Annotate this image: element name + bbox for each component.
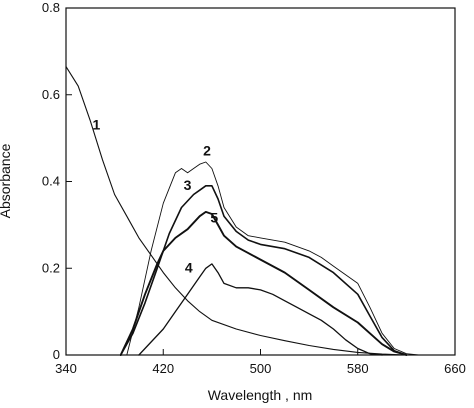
y-tick-label: 0 bbox=[53, 347, 60, 362]
series-3-label: 3 bbox=[184, 177, 192, 193]
x-tick-label: 500 bbox=[250, 361, 272, 376]
y-tick-label: 0.6 bbox=[42, 87, 60, 102]
y-tick-label: 0.2 bbox=[42, 260, 60, 275]
plot-frame bbox=[65, 7, 456, 356]
series-5-line bbox=[119, 210, 408, 356]
series-group bbox=[65, 66, 432, 356]
series-1-line bbox=[65, 66, 432, 356]
x-tick-label: 420 bbox=[152, 361, 174, 376]
series-3-line bbox=[119, 185, 408, 356]
series-labels: 1 2 3 4 5 bbox=[92, 116, 218, 275]
x-axis-label: Wavelength , nm bbox=[208, 387, 313, 403]
y-tick-label: 0.8 bbox=[42, 0, 60, 15]
series-5-label: 5 bbox=[210, 210, 218, 226]
ticks: 340 420 500 580 660 0 0.2 0.4 0.6 0.8 bbox=[42, 0, 466, 376]
series-2-label: 2 bbox=[203, 142, 211, 158]
y-tick-label: 0.4 bbox=[42, 174, 60, 189]
series-4-line bbox=[138, 263, 383, 356]
x-tick-label: 660 bbox=[444, 361, 466, 376]
x-tick-label: 580 bbox=[347, 361, 369, 376]
series-1-label: 1 bbox=[92, 116, 100, 132]
series-4-label: 4 bbox=[185, 260, 193, 276]
y-axis-label: Absorbance bbox=[0, 143, 13, 218]
series-2-line bbox=[126, 161, 419, 356]
x-tick-label: 340 bbox=[55, 361, 77, 376]
